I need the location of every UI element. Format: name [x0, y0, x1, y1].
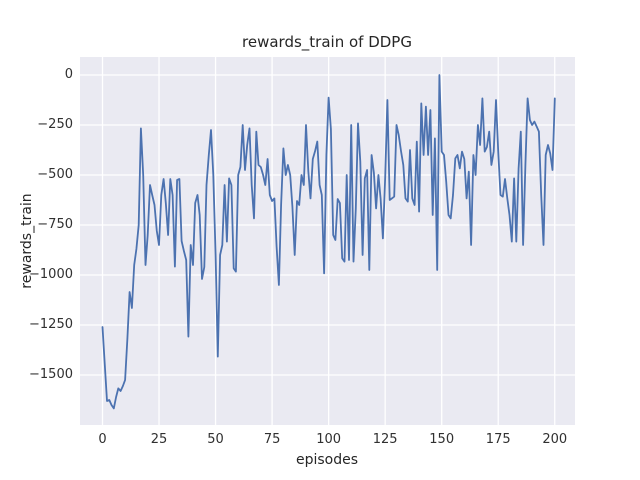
- y-tick-label: −500: [37, 167, 73, 182]
- y-tick-label: −750: [37, 217, 73, 232]
- plot-area: [80, 57, 575, 425]
- chart-title: rewards_train of DDPG: [242, 33, 412, 51]
- x-tick-label: 125: [372, 432, 398, 447]
- x-axis-label: episodes: [295, 452, 359, 468]
- reward-line: [101, 74, 556, 410]
- y-tick-label: −1000: [29, 267, 73, 282]
- x-tick-label: 175: [485, 432, 511, 447]
- x-tick-label: 200: [542, 432, 568, 447]
- x-tick-label: 50: [207, 432, 224, 447]
- x-tick-label: 100: [316, 432, 342, 447]
- x-tick-label: 150: [429, 432, 455, 447]
- line-chart: [80, 57, 575, 425]
- x-tick-label: 75: [263, 432, 281, 447]
- x-tick-label: 25: [150, 432, 168, 447]
- y-tick-label: 0: [64, 67, 73, 82]
- x-tick-label: 0: [98, 432, 107, 447]
- y-tick-label: −1250: [29, 317, 73, 332]
- y-tick-label: −1500: [29, 367, 73, 382]
- y-tick-label: −250: [37, 117, 73, 132]
